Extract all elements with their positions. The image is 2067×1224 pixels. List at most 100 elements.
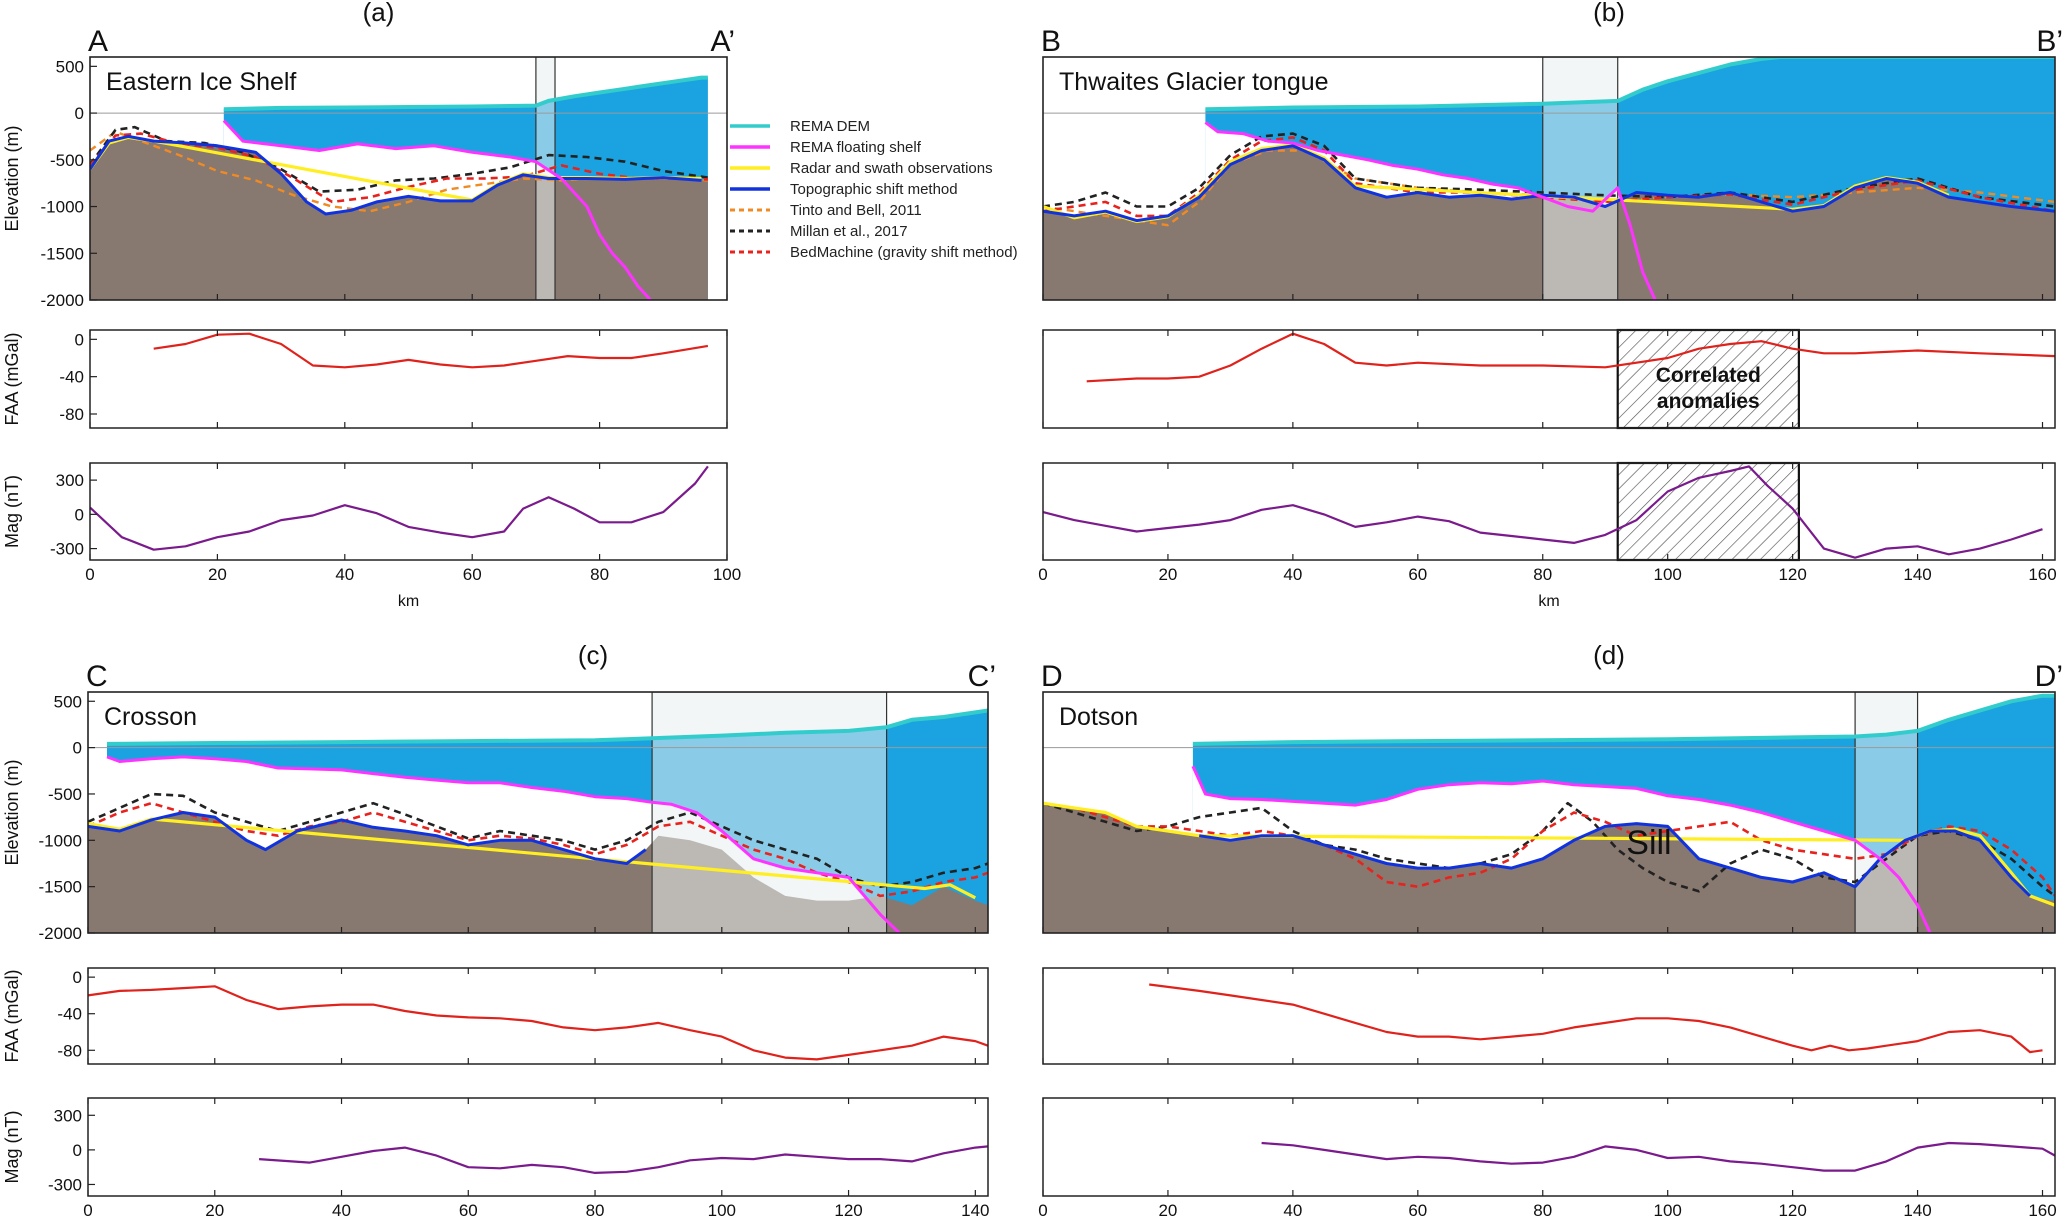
x-tick-label: 20: [208, 565, 227, 584]
panel-letter: (b): [1593, 0, 1625, 27]
y-tick-label: -80: [57, 1041, 82, 1060]
x-tick-label: 60: [459, 1201, 478, 1220]
legend-label-5: Tinto and Bell, 2011: [790, 202, 922, 219]
floating-shelf-line: [222, 119, 652, 300]
x-axis-label: km: [398, 593, 419, 610]
x-tick-label: 40: [335, 565, 354, 584]
mag-line: [259, 1145, 989, 1174]
elevation-frame: [89, 56, 728, 301]
x-axis-label: km: [1538, 593, 1559, 610]
panel-letter: (d): [1593, 640, 1625, 670]
millan-line: [1043, 132, 2055, 208]
y-tick-label: 0: [75, 104, 84, 123]
start-label: B: [1041, 25, 1061, 58]
correlated-anomalies-box: [1616, 461, 1800, 562]
y-tick-label: 0: [73, 739, 82, 758]
y-axis-label: Elevation (m): [2, 759, 22, 865]
rema-dem-line: [1192, 693, 2055, 746]
y-tick-label: -1500: [39, 878, 82, 897]
panel-letter: (c): [578, 640, 608, 670]
x-tick-label: 140: [1903, 565, 1931, 584]
y-tick-label: 500: [56, 57, 84, 76]
end-label: D’: [2035, 660, 2063, 693]
legend-label-1: REMA DEM: [790, 118, 870, 135]
end-label: A’: [711, 25, 735, 58]
faa-plot: 0 -40 -80 FAA (mGal): [2, 967, 989, 1065]
y-tick-label: 500: [54, 692, 82, 711]
elevation-plot: Dotson Sill: [1042, 691, 2056, 934]
x-tick-label: 40: [1283, 565, 1302, 584]
x-tick-label: 60: [463, 565, 482, 584]
faa-frame: [1042, 329, 2056, 429]
rema-dem-line: [1205, 57, 2055, 112]
bedmachine-line: [1043, 136, 2055, 218]
panel-1: Eastern Ice Shelf 500 0 -500 -1000 -1500 -2000…: [2, 0, 741, 610]
x-tick-label: 160: [2028, 1201, 2056, 1220]
floating-shelf-line: [1204, 121, 1657, 300]
x-tick-label: 140: [1903, 1201, 1931, 1220]
y-tick-label: 300: [56, 471, 84, 490]
bed-area: [1043, 803, 2055, 933]
legend-label-2: REMA floating shelf: [790, 139, 922, 156]
faa-line: [1149, 983, 2043, 1054]
grounding-zone-shade: [651, 692, 888, 933]
floating-shelf-line: [1191, 765, 1932, 933]
elevation-plot: Crosson 500 0 -500 -1000 -1500 -2000 Elevation …: [2, 691, 989, 943]
elevation-content: [1043, 57, 2055, 300]
x-tick-label: 20: [205, 1201, 224, 1220]
x-tick-label: 80: [590, 565, 609, 584]
elevation-content: [90, 57, 727, 300]
millan-line: [88, 792, 988, 888]
y-axis-label: FAA (mGal): [2, 969, 22, 1062]
floating-shelf-line: [106, 755, 901, 933]
x-tick-label: 20: [1158, 1201, 1177, 1220]
y-tick-label: -1000: [41, 198, 84, 217]
faa-plot: [1042, 967, 2056, 1065]
mag-line: [1042, 465, 2043, 559]
x-tick-label: 100: [708, 1201, 736, 1220]
elevation-content: [1043, 692, 2055, 933]
topographic-shift-line: [88, 811, 647, 865]
panel-title: Thwaites Glacier tongue: [1059, 68, 1329, 96]
faa-frame: [87, 967, 989, 1065]
panel-title: Dotson: [1059, 703, 1138, 731]
y-tick-label: 0: [73, 968, 82, 987]
faa-frame: [1042, 967, 2056, 1065]
y-tick-label: -1000: [39, 831, 82, 850]
faa-plot: [1042, 328, 2056, 430]
elevation-plot: Thwaites Glacier tongue: [1042, 56, 2056, 301]
y-axis-label: Elevation (m): [2, 125, 22, 231]
legend-label-7: BedMachine (gravity shift method): [790, 244, 1018, 261]
mag-line: [1261, 1141, 2056, 1172]
mag-frame: [1042, 1097, 2056, 1197]
y-axis-label: Mag (nT): [2, 1110, 22, 1183]
topographic-shift-line: [90, 134, 702, 216]
x-tick-label: 140: [961, 1201, 989, 1220]
y-tick-label: -40: [59, 368, 84, 387]
y-tick-label: -40: [57, 1005, 82, 1024]
y-tick-label: -2000: [41, 291, 84, 310]
panel-2: Thwaites Glacier tongue B B’ (b) 0 20 40 60 80 10…: [1038, 0, 2063, 610]
x-tick-label: 0: [1038, 565, 1047, 584]
panel-title: Eastern Ice Shelf: [106, 68, 296, 96]
y-tick-label: -500: [48, 785, 82, 804]
correlated-label-line2: anomalies: [1657, 390, 1760, 413]
legend-label-6: Millan et al., 2017: [790, 223, 908, 240]
x-tick-label: 120: [834, 1201, 862, 1220]
x-tick-label: 100: [1654, 1201, 1682, 1220]
y-tick-label: -2000: [39, 924, 82, 943]
x-tick-label: 40: [332, 1201, 351, 1220]
legend: REMA DEM REMA floating shelf Radar and swa…: [730, 118, 1018, 261]
radar-swath-line: [88, 817, 977, 900]
faa-line: [1086, 332, 2056, 383]
mag-line: [89, 465, 709, 551]
mag-frame: [1042, 462, 2056, 561]
faa-line: [87, 985, 989, 1061]
end-label: B’: [2036, 25, 2063, 58]
